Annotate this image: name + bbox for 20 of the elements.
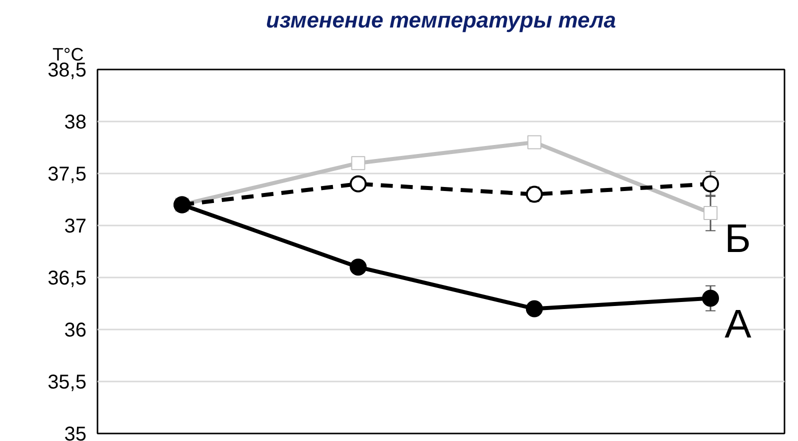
point xyxy=(527,135,542,150)
y-tick-label: 37 xyxy=(64,216,87,238)
point xyxy=(704,206,718,220)
chart-title: изменение температуры тела xyxy=(266,8,616,32)
point xyxy=(351,156,366,170)
y-tick-label: 36 xyxy=(64,320,87,342)
point xyxy=(702,175,720,192)
point xyxy=(350,175,367,192)
point xyxy=(526,186,543,203)
y-tick-label: 35,5 xyxy=(48,372,87,394)
series-label: А xyxy=(724,302,752,346)
point xyxy=(702,290,720,307)
y-tick-label: 35 xyxy=(64,424,87,441)
y-tick-label: 37,5 xyxy=(48,164,87,186)
point xyxy=(350,258,367,276)
y-tick-label: 38 xyxy=(64,112,87,134)
y-tick-label: 38,5 xyxy=(48,60,87,82)
y-tick-label: 36,5 xyxy=(48,268,87,290)
series-label: Б xyxy=(724,217,751,262)
point xyxy=(526,300,543,318)
